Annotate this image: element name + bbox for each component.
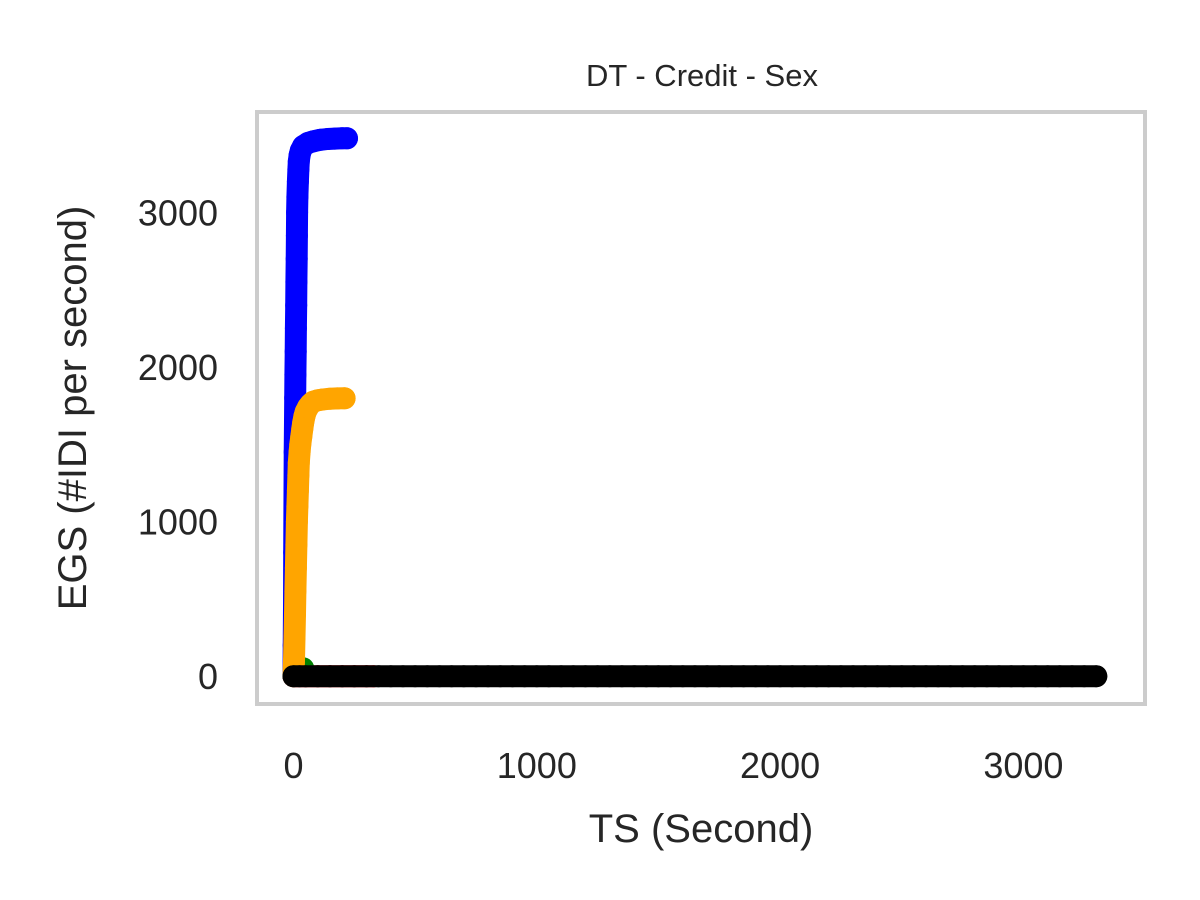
data-point xyxy=(1085,665,1108,688)
data-point xyxy=(285,510,308,533)
series-3 xyxy=(282,387,356,688)
data-point xyxy=(284,557,307,579)
data-point xyxy=(284,317,307,340)
x-tick-label: 3000 xyxy=(983,745,1063,786)
chart-title: DT - Credit - Sex xyxy=(586,58,818,93)
x-tick-labels: 0 1000 2000 3000 xyxy=(283,745,1063,786)
data-point xyxy=(284,340,307,363)
plot-frame xyxy=(255,110,1147,706)
data-point xyxy=(284,580,307,603)
x-axis-label: TS (Second) xyxy=(589,807,814,851)
data-point xyxy=(285,271,308,293)
data-point xyxy=(285,533,308,556)
data-point xyxy=(284,603,306,626)
series-4 xyxy=(282,665,1108,688)
x-tick-label: 1000 xyxy=(497,745,577,786)
x-tick-label: 0 xyxy=(283,745,303,786)
x-tick-label: 2000 xyxy=(740,745,820,786)
y-tick-label: 2000 xyxy=(138,347,218,388)
data-point xyxy=(285,224,308,247)
data-point xyxy=(285,247,308,270)
y-tick-label: 1000 xyxy=(138,502,218,543)
y-axis-label: EGS (#IDI per second) xyxy=(51,206,95,611)
data-point xyxy=(286,495,309,518)
y-tick-label: 0 xyxy=(198,656,218,697)
data-point xyxy=(286,201,309,224)
y-tick-labels: 0 1000 2000 3000 xyxy=(138,193,218,698)
data-point xyxy=(283,626,306,649)
data-point xyxy=(336,127,358,150)
data-point xyxy=(286,479,309,502)
y-tick-label: 3000 xyxy=(138,193,218,234)
data-point xyxy=(285,294,308,317)
data-point xyxy=(286,186,309,208)
data-point xyxy=(284,363,307,386)
series-layer xyxy=(282,127,1108,688)
data-point xyxy=(333,387,356,410)
